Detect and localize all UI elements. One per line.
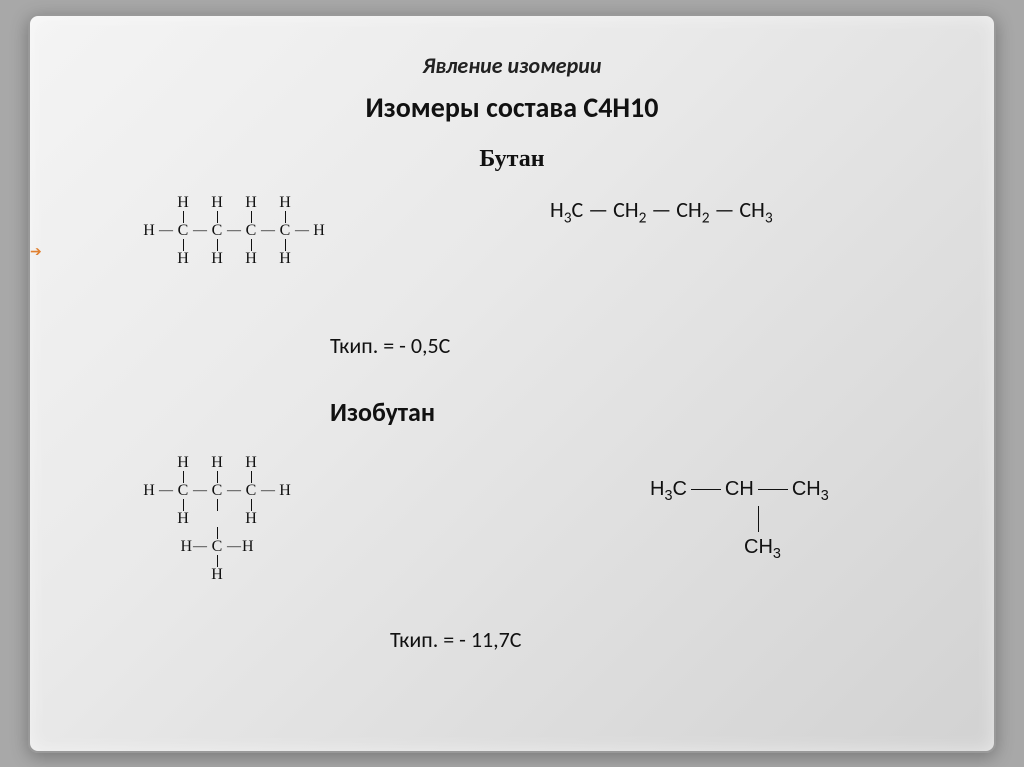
title-isomers: Изомеры состава C4H10 — [30, 90, 994, 125]
butane-boiling-point: Ткип. = - 0,5С — [330, 332, 450, 359]
isobutane-boiling-point: Ткип. = - 11,7С — [390, 626, 522, 653]
isobutane-name: Изобутан — [330, 396, 435, 428]
butane-name: Бутан — [30, 146, 994, 173]
arrow-icon: ➔ — [30, 243, 42, 260]
title-phenomenon: Явление изомерии — [30, 52, 994, 79]
isobutane-condensed-formula: H3CCHCH3 CH3 — [650, 478, 829, 504]
butane-condensed-formula: H3C — CH2 — CH2 — CH3 — [550, 196, 773, 227]
butane-structural-diagram: H H H H H C C C — [140, 194, 328, 268]
slide: ➔ Явление изомерии Изомеры состава C4H10… — [28, 14, 996, 753]
isobutane-structural-diagram: H H H H C C C H — [140, 454, 294, 584]
